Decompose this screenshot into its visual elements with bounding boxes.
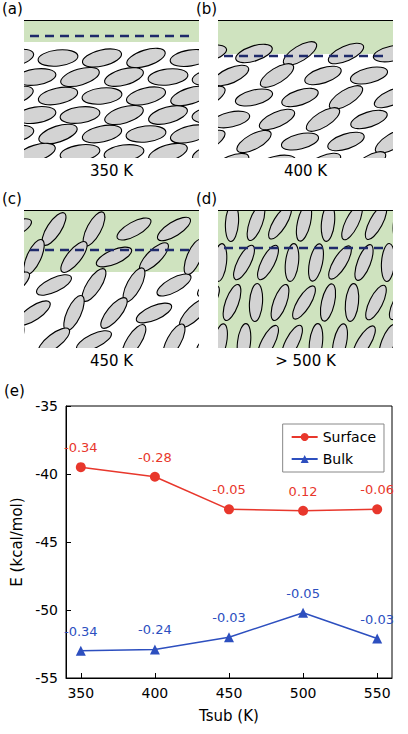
svg-text:-0.24: -0.24 xyxy=(138,622,172,637)
svg-text:Tsub (K): Tsub (K) xyxy=(198,707,259,725)
svg-text:-0.03: -0.03 xyxy=(212,610,246,625)
html-text:(b): (b) xyxy=(196,0,218,18)
svg-text:-55: -55 xyxy=(35,670,58,686)
svg-text:-0.34: -0.34 xyxy=(64,624,98,639)
svg-text:E (kcal/mol): E (kcal/mol) xyxy=(8,497,26,586)
svg-text:400: 400 xyxy=(142,685,169,701)
html-text:(c): (c) xyxy=(2,190,22,208)
svg-text:500: 500 xyxy=(290,685,317,701)
svg-text:-0.03: -0.03 xyxy=(360,612,394,627)
html-text:450 K: 450 K xyxy=(89,352,134,370)
svg-text:-35: -35 xyxy=(35,398,58,414)
svg-text:-40: -40 xyxy=(35,466,58,482)
svg-text:-50: -50 xyxy=(35,602,58,618)
svg-text:550: 550 xyxy=(364,685,391,701)
html-text:(d): (d) xyxy=(196,190,218,208)
html-text:> 500 K: > 500 K xyxy=(275,352,336,370)
html-text:(e): (e) xyxy=(4,382,25,400)
svg-text:450: 450 xyxy=(216,685,243,701)
svg-text:-0.06: -0.06 xyxy=(360,482,394,497)
svg-text:-45: -45 xyxy=(35,534,58,550)
html-text:350 K: 350 K xyxy=(89,162,134,180)
svg-text:-0.05: -0.05 xyxy=(212,482,246,497)
svg-text:-0.05: -0.05 xyxy=(286,586,320,601)
svg-text:-0.34: -0.34 xyxy=(64,440,98,455)
html-text:400 K: 400 K xyxy=(283,162,328,180)
svg-text:-0.28: -0.28 xyxy=(138,450,172,465)
svg-text:0.12: 0.12 xyxy=(289,484,318,499)
html-text:(a): (a) xyxy=(2,0,23,18)
svg-text:Bulk: Bulk xyxy=(323,451,354,467)
svg-text:350: 350 xyxy=(67,685,94,701)
svg-text:Surface: Surface xyxy=(323,429,376,445)
